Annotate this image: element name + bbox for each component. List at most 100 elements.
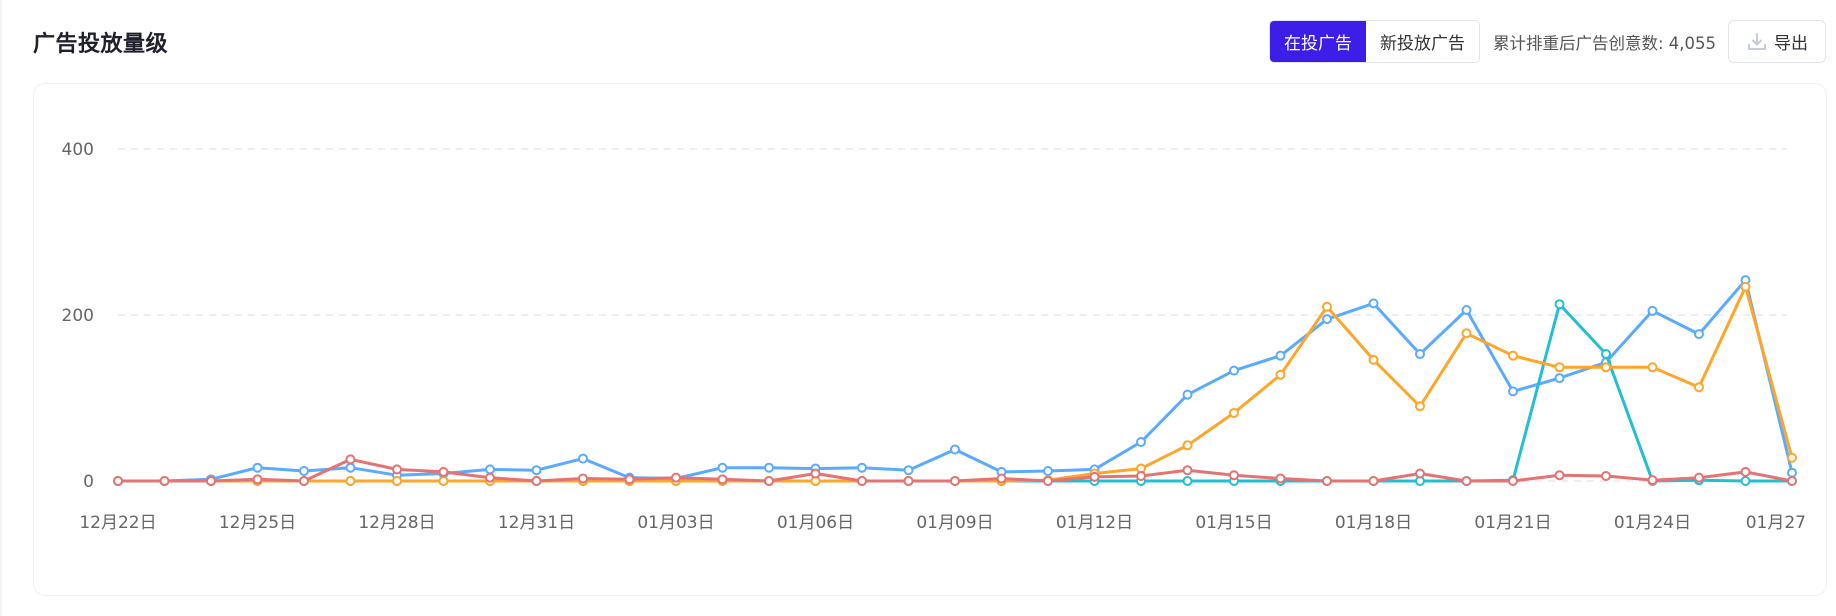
data-point[interactable] (1787, 476, 1797, 486)
data-point[interactable] (1368, 298, 1379, 309)
x-tick-label: 12月28日 (358, 513, 435, 533)
data-point[interactable] (392, 464, 402, 475)
data-point[interactable] (950, 444, 960, 455)
data-point[interactable] (1182, 389, 1193, 400)
data-point[interactable] (1554, 362, 1565, 373)
data-point[interactable] (159, 476, 170, 486)
page-title: 广告投放量级 (33, 32, 169, 57)
data-point[interactable] (1694, 382, 1704, 393)
series-line[interactable] (113, 275, 1797, 486)
data-point[interactable] (1787, 452, 1797, 463)
data-point[interactable] (206, 476, 216, 486)
data-point[interactable] (1322, 301, 1332, 312)
data-point[interactable] (1275, 350, 1286, 361)
data-point[interactable] (1368, 354, 1379, 365)
data-point[interactable] (1275, 369, 1286, 380)
data-point[interactable] (1740, 466, 1751, 477)
x-tick-label: 01月12日 (1056, 513, 1133, 533)
data-point[interactable] (764, 462, 774, 473)
tab-new-ads[interactable]: 新投放广告 (1365, 21, 1479, 62)
dedup-creative-count: 累计排重后广告创意数: 4,055 (1492, 33, 1716, 53)
data-point[interactable] (1647, 362, 1658, 373)
data-point[interactable] (578, 453, 588, 464)
x-tick-label: 01月27 (1746, 513, 1806, 533)
y-tick-label: 200 (62, 306, 94, 326)
data-point[interactable] (1508, 350, 1518, 361)
data-point[interactable] (1554, 299, 1565, 310)
toolbar: 在投广告 新投放广告 累计排重后广告创意数: 4,055 导出 (1268, 20, 1826, 63)
data-point[interactable] (1508, 476, 1518, 486)
data-point[interactable] (1647, 305, 1658, 316)
data-point[interactable] (1229, 407, 1239, 418)
data-point[interactable] (1182, 440, 1193, 451)
data-point[interactable] (345, 462, 356, 473)
series-line[interactable] (113, 454, 1797, 486)
data-point[interactable] (1554, 373, 1565, 384)
data-point[interactable] (438, 466, 449, 477)
tab-active-ads[interactable]: 在投广告 (1269, 21, 1366, 62)
data-point[interactable] (252, 474, 263, 485)
data-point[interactable] (996, 473, 1007, 484)
data-point[interactable] (950, 476, 960, 486)
data-point[interactable] (1415, 468, 1425, 479)
data-point[interactable] (903, 465, 914, 476)
data-point[interactable] (624, 474, 635, 485)
data-point[interactable] (1508, 386, 1518, 397)
data-point[interactable] (1368, 476, 1379, 486)
data-point[interactable] (1322, 314, 1332, 325)
data-point[interactable] (392, 476, 402, 486)
data-point[interactable] (1461, 328, 1472, 339)
data-point[interactable] (717, 474, 728, 485)
data-point[interactable] (531, 465, 542, 476)
data-point[interactable] (1043, 466, 1053, 477)
data-point[interactable] (1647, 475, 1658, 486)
data-point[interactable] (438, 476, 449, 486)
data-point[interactable] (1787, 467, 1797, 478)
series-line[interactable] (113, 299, 1797, 486)
data-point[interactable] (1229, 365, 1239, 376)
data-point[interactable] (485, 464, 495, 475)
data-point[interactable] (1322, 476, 1332, 486)
data-point[interactable] (1554, 470, 1565, 481)
data-point[interactable] (1740, 476, 1751, 486)
data-point[interactable] (1694, 329, 1704, 340)
data-point[interactable] (113, 476, 123, 486)
data-point[interactable] (764, 476, 774, 486)
data-point[interactable] (1136, 471, 1146, 482)
data-point[interactable] (671, 472, 681, 483)
ad-type-segmented-control: 在投广告 新投放广告 (1268, 20, 1480, 63)
data-point[interactable] (1043, 476, 1053, 486)
data-point[interactable] (1136, 436, 1146, 447)
x-tick-label: 12月25日 (219, 513, 296, 533)
x-tick-label: 01月18日 (1335, 513, 1412, 533)
data-point[interactable] (810, 468, 821, 479)
data-point[interactable] (345, 454, 356, 465)
data-point[interactable] (1740, 281, 1751, 292)
data-point[interactable] (299, 476, 309, 486)
data-point[interactable] (299, 466, 309, 477)
data-point[interactable] (857, 476, 867, 486)
data-point[interactable] (1601, 349, 1611, 360)
data-point[interactable] (857, 462, 867, 473)
data-point[interactable] (1601, 471, 1611, 482)
data-point[interactable] (1694, 472, 1704, 483)
data-point[interactable] (1275, 473, 1286, 484)
data-point[interactable] (1182, 465, 1193, 476)
data-point[interactable] (1461, 305, 1472, 316)
data-point[interactable] (1089, 471, 1100, 482)
x-tick-label: 01月06日 (777, 513, 854, 533)
data-point[interactable] (345, 476, 356, 486)
data-point[interactable] (1461, 476, 1472, 486)
data-point[interactable] (1601, 362, 1611, 373)
data-point[interactable] (485, 472, 495, 483)
data-point[interactable] (578, 473, 588, 484)
data-point[interactable] (1415, 349, 1425, 360)
data-point[interactable] (252, 462, 263, 473)
data-point[interactable] (903, 476, 914, 486)
data-point[interactable] (717, 462, 728, 473)
export-button[interactable]: 导出 (1728, 20, 1826, 63)
data-point[interactable] (531, 476, 542, 486)
data-point[interactable] (1182, 476, 1193, 486)
data-point[interactable] (1229, 470, 1239, 481)
data-point[interactable] (1415, 401, 1425, 412)
